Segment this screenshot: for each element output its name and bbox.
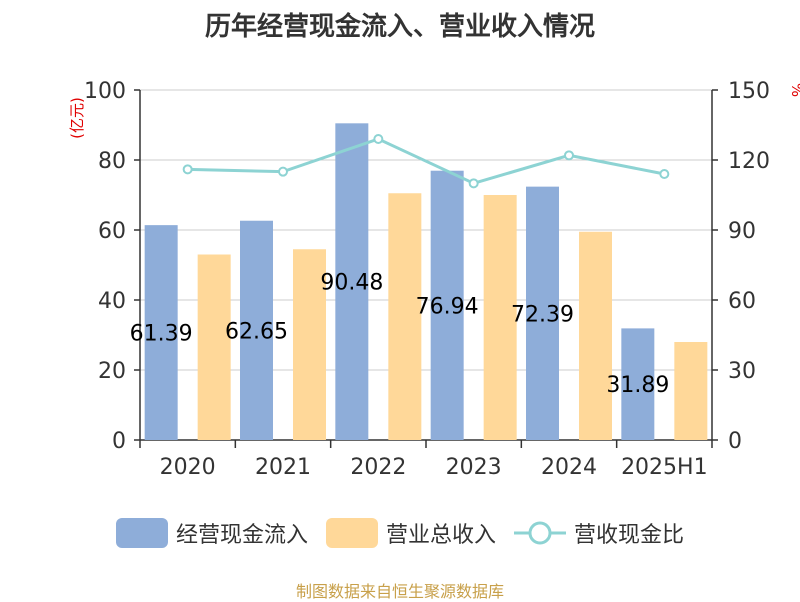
x-tick-label: 2022 — [350, 455, 406, 480]
x-tick-label: 2021 — [255, 455, 311, 480]
x-tick-label: 2020 — [160, 455, 216, 480]
source-footer: 制图数据来自恒生聚源数据库 — [295, 582, 504, 601]
y-right-tick-label: 0 — [728, 429, 742, 454]
bar-cash-inflow — [430, 170, 464, 440]
y-right-tick-label: 150 — [728, 79, 770, 104]
legend-item-ratio[interactable]: 营收现金比 — [514, 517, 684, 549]
bar-cash-inflow — [335, 123, 369, 440]
legend-item-revenue[interactable]: 营业总收入 — [325, 517, 496, 549]
bar-revenue — [674, 342, 708, 440]
data-label-cash-inflow: 76.94 — [416, 294, 479, 319]
legend-item-cash-inflow[interactable]: 经营现金流入 — [115, 517, 308, 549]
bar-cash-inflow — [621, 328, 655, 440]
legend-swatch-revenue — [325, 518, 378, 548]
point-ratio — [373, 134, 384, 144]
legend-label-revenue: 营业总收入 — [385, 523, 496, 548]
x-tick-label: 2025H1 — [621, 455, 708, 480]
y-right-unit-label: % — [788, 83, 800, 97]
point-ratio — [564, 150, 574, 161]
bar-cash-inflow — [526, 186, 559, 440]
y-left-tick-label: 0 — [112, 429, 126, 454]
data-label-cash-inflow: 90.48 — [320, 271, 383, 296]
y-left-tick-label: 20 — [98, 359, 126, 384]
bar-revenue — [388, 193, 422, 440]
bar-cash-inflow — [144, 225, 178, 440]
y-left-tick-label: 100 — [84, 79, 126, 104]
bar-revenue — [579, 231, 612, 440]
point-ratio — [278, 166, 288, 177]
point-ratio — [468, 178, 479, 189]
bar-cash-inflow — [240, 220, 273, 440]
point-ratio — [182, 164, 193, 175]
x-tick-label: 2023 — [446, 455, 502, 480]
chart-title: 历年经营现金流入、营业收入情况 — [204, 12, 595, 42]
line-ratio — [187, 137, 665, 185]
y-right-tick-label: 30 — [728, 359, 756, 384]
legend-swatch-cash-inflow — [115, 518, 168, 548]
y-left-tick-label: 60 — [98, 219, 126, 244]
bar-revenue — [293, 249, 326, 440]
y-left-unit-label: (亿元) — [68, 97, 86, 139]
x-tick-label: 2024 — [541, 455, 597, 480]
bar-revenue — [483, 195, 517, 440]
y-right-tick-label: 120 — [728, 149, 770, 174]
y-right-tick-label: 60 — [728, 289, 756, 314]
y-left-tick-label: 80 — [98, 149, 126, 174]
y-right-tick-label: 90 — [728, 219, 756, 244]
legend-label-cash-inflow: 经营现金流入 — [175, 523, 308, 548]
point-ratio — [659, 169, 670, 179]
data-label-cash-inflow: 61.39 — [130, 322, 193, 347]
bar-revenue — [197, 254, 231, 440]
legend-swatch-ratio — [514, 521, 566, 545]
legend-label-ratio: 营收现金比 — [574, 523, 685, 548]
data-label-cash-inflow: 31.89 — [606, 373, 669, 398]
y-left-tick-label: 40 — [98, 289, 126, 314]
data-label-cash-inflow: 62.65 — [225, 319, 288, 344]
data-label-cash-inflow: 72.39 — [511, 302, 574, 327]
legend: 经营现金流入 营业总收入 营收现金比 — [0, 517, 800, 549]
